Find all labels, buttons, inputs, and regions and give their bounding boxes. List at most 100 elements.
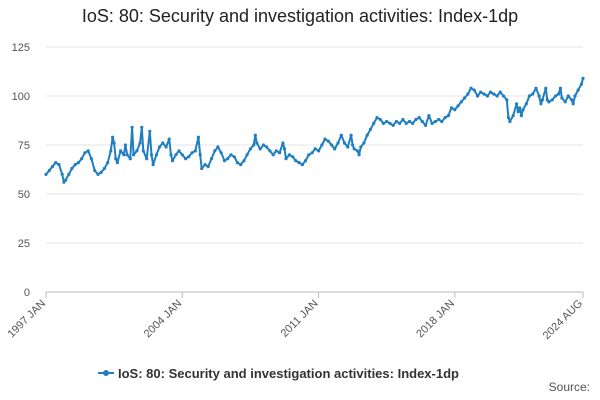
data-point[interactable]: [114, 157, 118, 161]
data-point[interactable]: [378, 117, 382, 122]
data-point[interactable]: [184, 157, 188, 161]
data-point[interactable]: [193, 149, 197, 153]
data-point[interactable]: [553, 94, 558, 98]
data-point[interactable]: [141, 149, 145, 153]
data-point[interactable]: [154, 153, 158, 157]
data-point[interactable]: [235, 161, 239, 165]
data-point[interactable]: [330, 143, 334, 147]
data-point[interactable]: [287, 153, 291, 157]
data-point[interactable]: [50, 165, 55, 169]
data-point[interactable]: [102, 166, 106, 171]
data-point[interactable]: [253, 133, 257, 137]
data-point[interactable]: [284, 157, 288, 161]
data-point[interactable]: [213, 149, 217, 153]
data-point[interactable]: [180, 153, 184, 157]
data-point[interactable]: [226, 157, 230, 161]
data-point[interactable]: [576, 88, 580, 92]
data-point[interactable]: [372, 121, 376, 125]
data-point[interactable]: [149, 153, 154, 157]
data-point[interactable]: [417, 116, 421, 120]
data-point[interactable]: [200, 166, 204, 171]
data-point[interactable]: [278, 151, 282, 155]
data-point[interactable]: [437, 117, 441, 122]
data-point[interactable]: [222, 159, 227, 163]
data-point[interactable]: [534, 86, 538, 90]
data-point[interactable]: [216, 145, 220, 149]
data-point[interactable]: [111, 135, 115, 139]
data-point[interactable]: [130, 125, 134, 129]
data-point[interactable]: [274, 149, 278, 153]
data-point[interactable]: [527, 94, 532, 98]
data-point[interactable]: [206, 165, 210, 169]
data-point[interactable]: [506, 116, 510, 120]
data-point[interactable]: [566, 94, 570, 98]
data-point[interactable]: [515, 102, 519, 106]
data-point[interactable]: [140, 125, 144, 129]
data-point[interactable]: [427, 114, 431, 118]
data-point[interactable]: [190, 151, 194, 155]
data-point[interactable]: [339, 133, 343, 137]
data-point[interactable]: [115, 161, 119, 165]
data-point[interactable]: [519, 114, 524, 118]
data-point[interactable]: [281, 141, 285, 145]
data-point[interactable]: [381, 121, 385, 125]
data-point[interactable]: [472, 88, 476, 92]
data-point[interactable]: [106, 161, 110, 165]
data-point[interactable]: [544, 86, 548, 90]
data-point[interactable]: [317, 149, 321, 153]
data-point[interactable]: [420, 119, 424, 124]
data-point[interactable]: [323, 137, 327, 141]
data-point[interactable]: [47, 168, 51, 173]
data-point[interactable]: [336, 141, 340, 145]
data-point[interactable]: [469, 86, 473, 90]
data-point[interactable]: [550, 98, 554, 102]
data-point[interactable]: [174, 153, 178, 157]
data-point[interactable]: [119, 149, 123, 153]
data-point[interactable]: [440, 119, 444, 124]
data-point[interactable]: [479, 90, 483, 94]
data-point[interactable]: [537, 94, 541, 98]
data-point[interactable]: [557, 92, 561, 96]
data-point[interactable]: [394, 119, 398, 124]
data-point[interactable]: [307, 153, 311, 157]
data-point[interactable]: [492, 92, 496, 96]
data-point[interactable]: [80, 157, 84, 161]
data-point[interactable]: [573, 94, 577, 98]
data-point[interactable]: [540, 98, 545, 102]
data-point[interactable]: [261, 143, 266, 147]
data-point[interactable]: [203, 163, 207, 167]
data-point[interactable]: [164, 145, 168, 149]
data-point[interactable]: [401, 117, 405, 122]
data-point[interactable]: [518, 106, 522, 110]
data-point[interactable]: [511, 114, 515, 118]
data-point[interactable]: [446, 114, 450, 118]
data-point[interactable]: [388, 121, 392, 125]
data-point[interactable]: [268, 149, 272, 153]
data-point[interactable]: [539, 102, 543, 106]
data-point[interactable]: [414, 117, 418, 122]
data-point[interactable]: [242, 159, 246, 163]
data-point[interactable]: [430, 121, 434, 125]
data-point[interactable]: [125, 153, 129, 157]
data-point[interactable]: [362, 141, 366, 145]
data-point[interactable]: [508, 119, 512, 124]
legend[interactable]: IoS: 80: Security and investigation acti…: [98, 366, 459, 381]
data-point[interactable]: [60, 172, 64, 176]
data-point[interactable]: [505, 98, 509, 102]
data-point[interactable]: [449, 106, 454, 110]
data-point[interactable]: [96, 172, 100, 176]
data-point[interactable]: [151, 163, 155, 167]
data-point[interactable]: [303, 159, 308, 163]
data-point[interactable]: [169, 153, 173, 157]
data-point[interactable]: [239, 163, 243, 167]
data-point[interactable]: [411, 121, 415, 125]
data-point[interactable]: [132, 153, 136, 157]
data-point[interactable]: [57, 163, 61, 167]
data-point[interactable]: [398, 121, 402, 125]
data-point[interactable]: [488, 90, 493, 94]
data-point[interactable]: [459, 100, 463, 104]
data-point[interactable]: [558, 86, 563, 90]
data-point[interactable]: [255, 141, 259, 145]
data-point[interactable]: [135, 149, 139, 153]
data-point[interactable]: [359, 145, 363, 149]
